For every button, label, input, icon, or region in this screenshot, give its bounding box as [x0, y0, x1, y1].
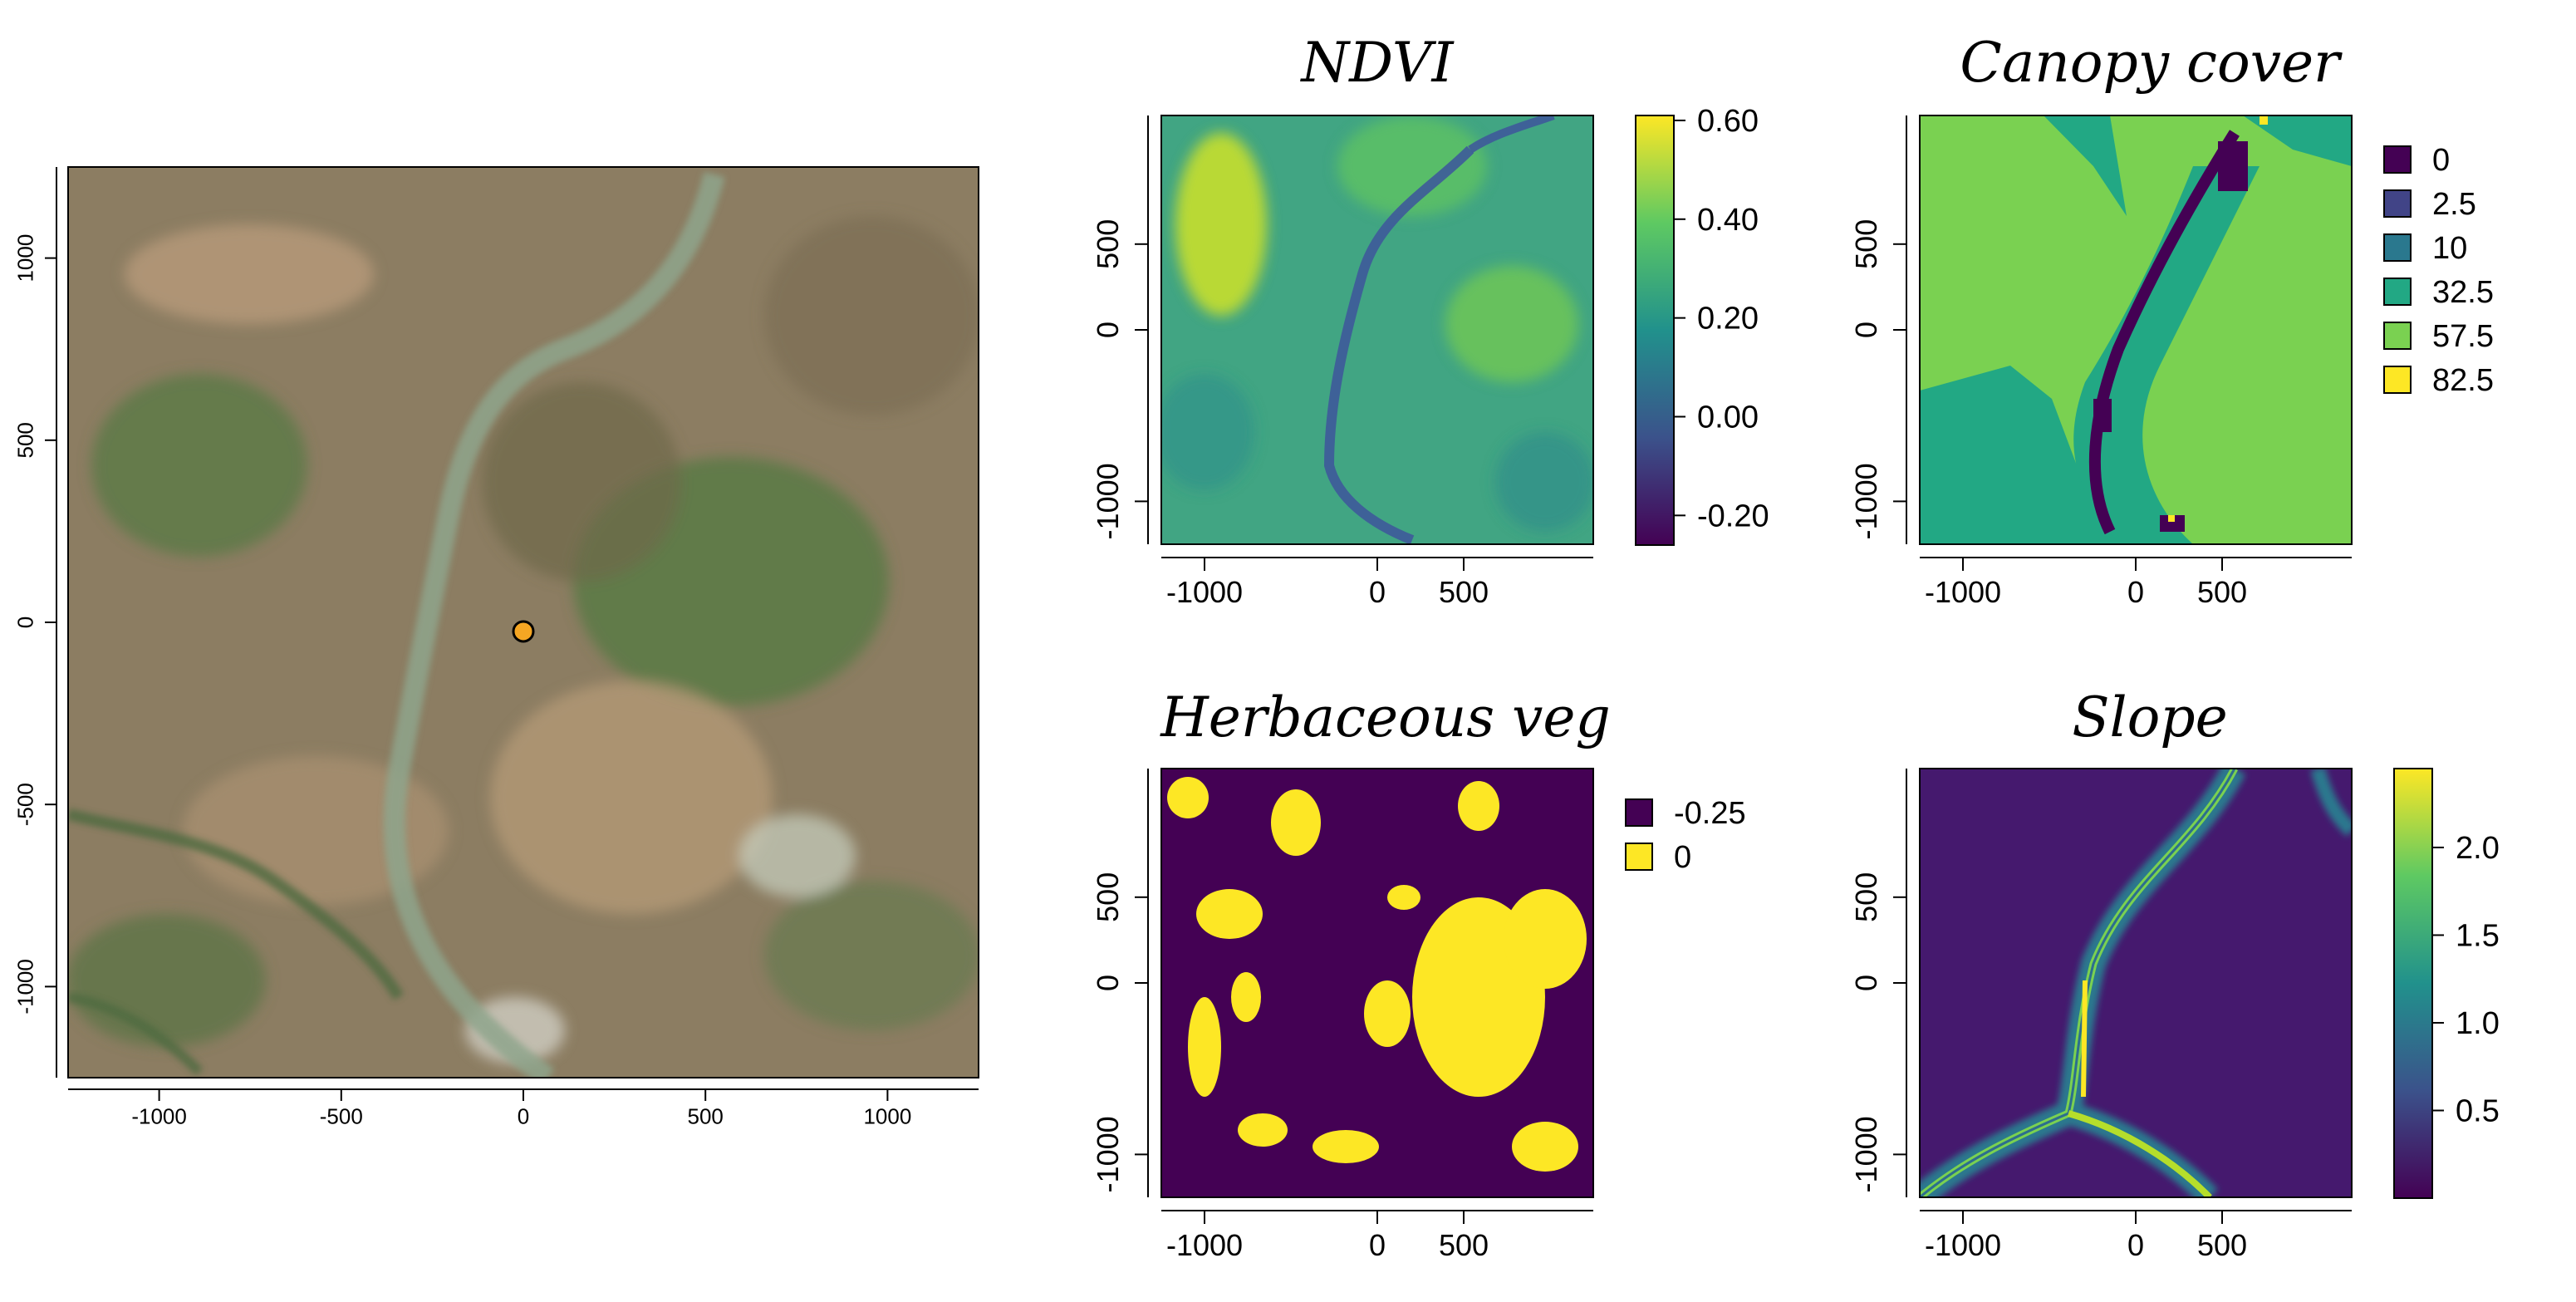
y-tick-label: 500 — [1849, 219, 1883, 269]
x-tick-label: -500 — [320, 1103, 363, 1128]
legend-label: 0 — [2432, 143, 2450, 178]
location-marker — [512, 620, 535, 643]
y-tick-label: 0 — [1849, 322, 1883, 338]
herbaceous-legend: -0.25 0 — [1625, 796, 1746, 875]
x-tick-label: -1000 — [1166, 1228, 1243, 1262]
legend-label: 57.5 — [2432, 319, 2494, 354]
canopy-legend: 0 2.5 10 32.5 57.5 82.5 — [2383, 143, 2494, 398]
colorbar-tick-label: 1.0 — [2456, 1006, 2500, 1041]
y-tick-label: 0 — [1091, 975, 1125, 991]
satellite-image — [68, 167, 979, 1078]
y-tick-label: -1000 — [1849, 1116, 1883, 1192]
colorbar-tick-label: 0.20 — [1697, 302, 1759, 337]
herbaceous-y-axis: 500 0 -1000 — [1091, 769, 1149, 1197]
slope-x-axis: -1000 0 500 — [1920, 1210, 2352, 1262]
y-tick-label: 500 — [1091, 872, 1125, 922]
x-tick-label: 500 — [2197, 575, 2247, 609]
canopy-y-axis: 500 0 -1000 — [1849, 115, 1907, 544]
legend-swatch — [2383, 189, 2412, 218]
y-tick-label: 0 — [13, 617, 38, 628]
herbaceous-x-axis: -1000 0 500 — [1161, 1210, 1593, 1262]
ndvi-colorbar-ticks: 0.60 0.40 0.20 0.00 -0.20 — [1674, 104, 1769, 533]
slope-y-axis: 500 0 -1000 — [1849, 769, 1907, 1197]
herbaceous-title: Herbaceous veg — [1160, 685, 1610, 749]
canopy-plot-frame — [1919, 115, 2353, 545]
satellite-panel: -1000 -500 0 500 1000 1000 500 0 -500 -1000 — [13, 166, 979, 1128]
colorbar-tick-label: 0.5 — [2456, 1093, 2500, 1128]
colorbar-tick-label: 1.5 — [2456, 918, 2500, 953]
legend-swatch — [2383, 145, 2412, 174]
legend-label: 0 — [1674, 840, 1691, 875]
x-tick-label: 0 — [518, 1103, 529, 1128]
x-tick-label: 500 — [2197, 1228, 2247, 1262]
legend-label: 82.5 — [2432, 363, 2494, 398]
canopy-title: Canopy cover — [1960, 31, 2343, 95]
ndvi-y-axis: 500 0 -1000 — [1091, 115, 1149, 544]
slope-raster — [1920, 769, 2352, 1197]
legend-label: -0.25 — [1674, 796, 1746, 831]
x-tick-label: -1000 — [1925, 1228, 2001, 1262]
slope-colorbar-ticks: 2.0 1.5 1.0 0.5 — [2432, 831, 2500, 1128]
colorbar-tick-label: 0.40 — [1697, 203, 1759, 238]
x-tick-label: 500 — [1439, 575, 1489, 609]
x-tick-label: 0 — [2127, 575, 2144, 609]
y-tick-label: 500 — [13, 422, 38, 458]
legend-swatch — [2383, 233, 2412, 262]
canopy-x-axis: -1000 0 500 — [1920, 557, 2352, 609]
slope-panel: Slope -1000 0 500 500 0 -1000 2.0 1.5 1.0 0.5 — [1849, 685, 2500, 1262]
y-tick-label: 500 — [1091, 219, 1125, 269]
canopy-raster — [1920, 115, 2352, 544]
legend-swatch — [1625, 843, 1653, 871]
y-tick-label: 0 — [1091, 322, 1125, 338]
legend-label: 32.5 — [2432, 275, 2494, 310]
ndvi-panel: NDVI -1000 0 500 500 0 -1000 0.60 0.40 0.20 0.0… — [1091, 31, 1769, 609]
x-tick-label: 0 — [1369, 575, 1386, 609]
y-tick-label: -1000 — [1091, 463, 1125, 539]
canopy-panel: Canopy cover -1000 0 500 500 0 -1000 0 2.5 10 3… — [1849, 31, 2494, 609]
ndvi-x-axis: -1000 0 500 — [1161, 557, 1593, 609]
ndvi-colorbar — [1635, 115, 1675, 546]
herbaceous-plot-frame — [1160, 768, 1594, 1198]
x-tick-label: -1000 — [1925, 575, 2001, 609]
slope-plot-frame — [1919, 768, 2353, 1198]
colorbar-tick-label: -0.20 — [1697, 499, 1769, 533]
satellite-x-axis: -1000 -500 0 500 1000 — [68, 1088, 979, 1128]
ndvi-raster — [1161, 115, 1593, 544]
y-tick-label: -1000 — [1849, 463, 1883, 539]
y-tick-label: 500 — [1849, 872, 1883, 922]
satellite-y-axis: 1000 500 0 -500 -1000 — [13, 167, 57, 1078]
y-tick-label: -1000 — [1091, 1116, 1125, 1192]
legend-label: 2.5 — [2432, 187, 2476, 222]
satellite-plot-frame — [67, 166, 979, 1078]
x-tick-label: 500 — [688, 1103, 724, 1128]
herbaceous-panel: Herbaceous veg -1000 0 500 500 0 -1000 — [1091, 685, 1745, 1262]
y-tick-label: 0 — [1849, 975, 1883, 991]
colorbar-tick-label: 0.60 — [1697, 104, 1759, 139]
legend-label: 10 — [2432, 231, 2467, 266]
slope-title: Slope — [2072, 685, 2227, 749]
ndvi-title: NDVI — [1299, 31, 1455, 95]
x-tick-label: 0 — [1369, 1228, 1386, 1262]
x-tick-label: -1000 — [131, 1103, 187, 1128]
legend-swatch — [1625, 798, 1653, 827]
x-tick-label: 500 — [1439, 1228, 1489, 1262]
y-tick-label: -500 — [13, 783, 38, 826]
colorbar-tick-label: 2.0 — [2456, 831, 2500, 866]
legend-swatch — [2383, 322, 2412, 350]
ndvi-plot-frame — [1160, 115, 1594, 545]
herbaceous-raster — [1161, 769, 1593, 1197]
y-tick-label: 1000 — [13, 234, 38, 283]
legend-swatch — [2383, 366, 2412, 394]
legend-swatch — [2383, 278, 2412, 306]
colorbar-tick-label: 0.00 — [1697, 400, 1759, 435]
slope-colorbar — [2393, 768, 2433, 1199]
x-tick-label: 1000 — [863, 1103, 911, 1128]
y-tick-label: -1000 — [13, 959, 38, 1015]
x-tick-label: 0 — [2127, 1228, 2144, 1262]
x-tick-label: -1000 — [1166, 575, 1243, 609]
